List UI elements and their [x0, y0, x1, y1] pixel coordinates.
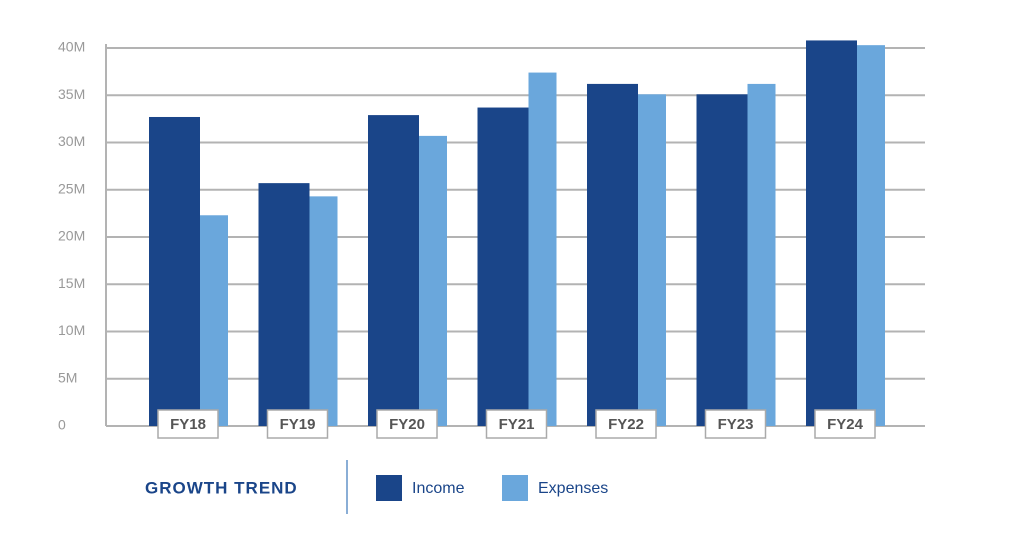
legend-label: Expenses	[538, 480, 608, 497]
x-tick-label: FY23	[718, 416, 754, 433]
x-label-box	[704, 409, 767, 439]
bar	[149, 116, 200, 427]
y-tick-label: 40M	[58, 39, 85, 55]
x-label-box	[595, 409, 657, 439]
x-label-box	[814, 409, 876, 439]
y-tick-label: 10M	[58, 322, 85, 338]
bar	[747, 83, 776, 426]
bar	[419, 135, 447, 426]
y-tick-label: 30M	[58, 133, 85, 149]
x-tick-label: FY19	[280, 416, 316, 433]
x-tick-label: FY18	[170, 416, 206, 433]
y-tick-label: 0	[58, 417, 66, 433]
bar	[258, 183, 310, 426]
y-tick-label: 5M	[58, 369, 77, 385]
bar	[696, 94, 748, 427]
bar	[587, 83, 638, 426]
bar	[477, 107, 529, 426]
x-label-box	[266, 409, 329, 439]
x-label-box	[157, 409, 219, 439]
x-tick-label: FY21	[499, 416, 535, 433]
bar	[200, 215, 228, 426]
bar	[638, 94, 666, 427]
bar	[806, 40, 857, 426]
legend-swatch	[376, 475, 402, 501]
y-tick-label: 25M	[58, 180, 85, 196]
y-tick-label: 20M	[58, 228, 85, 244]
legend-title: GROWTH TREND	[145, 478, 298, 497]
x-tick-label: FY20	[389, 416, 425, 433]
x-label-box	[485, 409, 548, 439]
bar	[528, 72, 557, 426]
legend-label: Income	[412, 480, 465, 497]
x-tick-label: FY22	[608, 416, 644, 433]
y-tick-label: 15M	[58, 275, 85, 291]
x-label-box	[376, 409, 438, 439]
x-tick-label: FY24	[827, 416, 864, 433]
y-tick-label: 35M	[58, 86, 85, 102]
legend-swatch	[502, 475, 528, 501]
bar	[857, 45, 885, 426]
bar	[309, 196, 338, 426]
bar	[368, 115, 419, 426]
